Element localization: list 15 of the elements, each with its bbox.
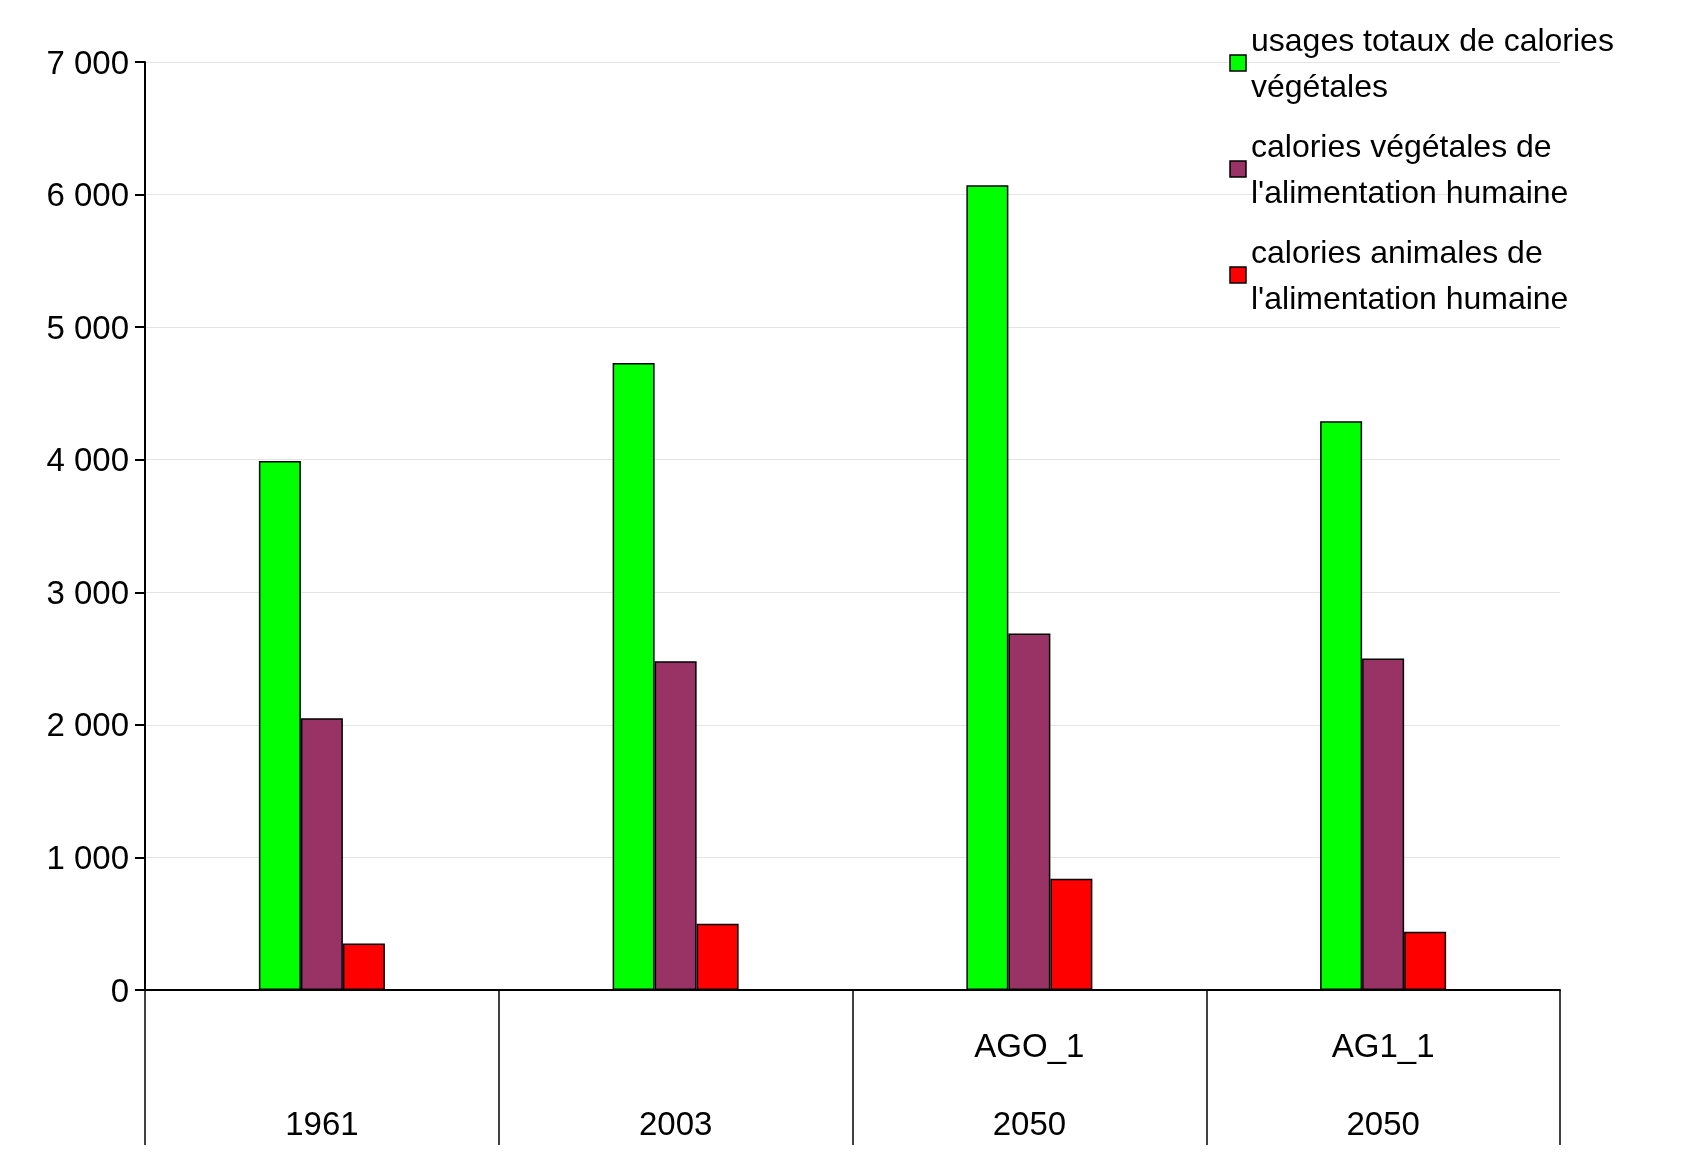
y-tick-label: 3 000 bbox=[46, 573, 129, 611]
legend-label: calories animales de l'alimentation humaine bbox=[1251, 234, 1569, 316]
y-tick-label: 2 000 bbox=[46, 706, 129, 744]
x-tick-label: 1961 bbox=[285, 1104, 359, 1142]
category-label: AGO_1 2050 bbox=[974, 1026, 1085, 1142]
y-tick-label: 0 bbox=[110, 971, 129, 1009]
legend-label: usages totaux de calories végétales bbox=[1251, 22, 1623, 104]
category-label: AG1_1 2050 bbox=[1331, 1026, 1435, 1142]
y-tick-label: 5 000 bbox=[46, 308, 129, 346]
legend-label: calories végétales de l'alimentation humaine bbox=[1251, 128, 1569, 210]
x-tick-label: 2003 bbox=[638, 1104, 713, 1142]
y-tick-label: 4 000 bbox=[46, 441, 129, 479]
y-tick-label: 7 000 bbox=[46, 43, 129, 81]
y-tick-label: 6 000 bbox=[46, 176, 129, 214]
y-tick-label: 1 000 bbox=[46, 838, 129, 876]
